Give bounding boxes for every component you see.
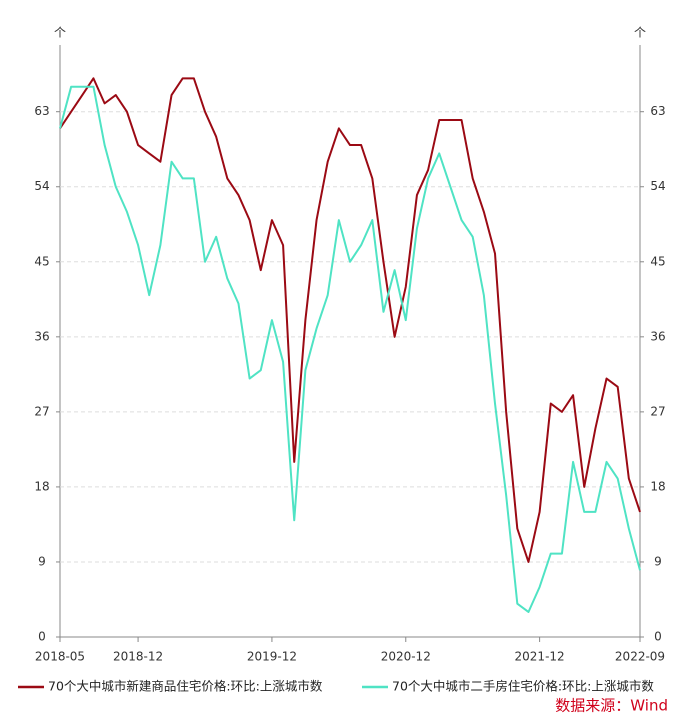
y2-tick-label: 9 [654, 554, 662, 568]
x-tick-label: 2019-12 [247, 650, 297, 664]
legend-label: 70个大中城市二手房住宅价格:环比:上涨城市数 [392, 679, 654, 694]
y-tick-label: 9 [38, 554, 46, 568]
y2-tick-label: 27 [650, 404, 665, 418]
x-tick-label: 2018-05 [35, 650, 85, 664]
y-tick-label: 27 [34, 404, 49, 418]
y-tick-label: 0 [38, 630, 46, 644]
y-tick-label: 63 [34, 104, 49, 118]
y-tick-label: 45 [34, 254, 49, 268]
y-tick-label: 54 [34, 179, 49, 193]
x-tick-label: 2020-12 [381, 650, 431, 664]
x-tick-label: 2018-12 [113, 650, 163, 664]
y2-unit: 个 [634, 26, 646, 40]
x-tick-label: 2022-09 [615, 650, 665, 664]
y-tick-label: 36 [34, 329, 49, 343]
series-line [59, 85, 641, 613]
y-tick-label: 18 [34, 479, 49, 493]
source: 数据来源：Wind [555, 697, 668, 715]
y2-tick-label: 45 [650, 254, 665, 268]
y-unit: 个 [54, 26, 66, 40]
y2-tick-label: 63 [650, 104, 665, 118]
y2-tick-label: 18 [650, 479, 665, 493]
y2-tick-label: 36 [650, 329, 665, 343]
series-line [59, 77, 641, 563]
legend-label: 70个大中城市新建商品住宅价格:环比:上涨城市数 [48, 679, 323, 694]
y2-tick-label: 0 [654, 630, 662, 644]
y2-tick-label: 54 [650, 179, 665, 193]
x-tick-label: 2021-12 [515, 650, 565, 664]
